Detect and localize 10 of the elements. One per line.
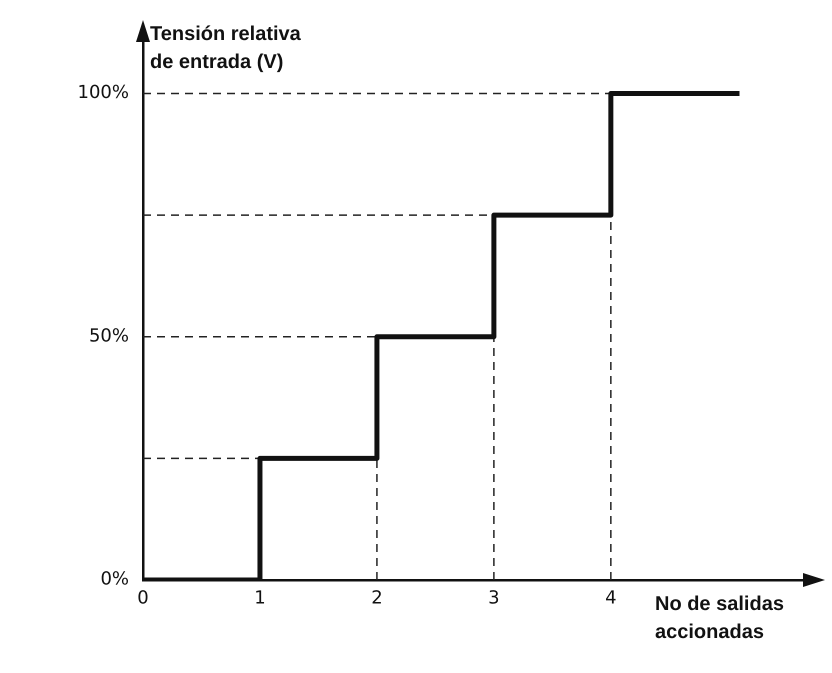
x-tick-label: 4 bbox=[605, 587, 617, 608]
y-tick-label: 0% bbox=[100, 568, 129, 590]
y-tick-label: 100% bbox=[78, 82, 129, 104]
x-tick-label: 1 bbox=[254, 587, 266, 608]
x-tick-label: 2 bbox=[371, 587, 383, 608]
y-axis-title: Tensión relativa de entrada (V) bbox=[150, 22, 301, 75]
x-axis-title: No de salidas accionadas bbox=[655, 592, 784, 645]
x-tick-label: 3 bbox=[488, 587, 500, 608]
x-tick-label: 0 bbox=[137, 587, 149, 608]
y-tick-label: 50% bbox=[88, 325, 129, 346]
